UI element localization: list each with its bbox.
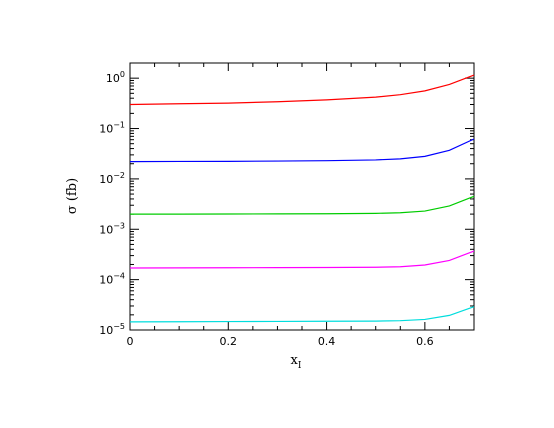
x-tick-label: 0.6 xyxy=(416,335,434,348)
y-axis-label: σ (fb) xyxy=(65,178,80,214)
y-tick-label: 10−3 xyxy=(99,221,125,236)
series-line-3 xyxy=(130,195,475,215)
y-axis-ticks: 100 10−1 10−2 10−3 10−4 10−5 xyxy=(99,70,474,337)
series-line-1 xyxy=(129,74,475,106)
x-tick-label: 0.2 xyxy=(220,335,238,348)
x-tick-label: 0 xyxy=(127,335,134,348)
y-tick-label: 10−4 xyxy=(99,272,125,287)
y-tick-label: 10−2 xyxy=(99,171,125,186)
series-group xyxy=(129,74,475,323)
x-tick-label: 0.4 xyxy=(318,335,336,348)
x-axis-ticks: 0 0.2 0.4 0.6 xyxy=(127,63,450,348)
y-tick-label: 10−5 xyxy=(99,322,125,337)
x-axis-label: xI xyxy=(291,353,302,371)
series-line-5 xyxy=(129,306,475,323)
series-line-2 xyxy=(129,138,475,163)
series-line-4 xyxy=(129,250,475,269)
y-tick-label: 10−1 xyxy=(99,121,125,136)
y-tick-label: 100 xyxy=(106,70,125,85)
plot-frame xyxy=(129,62,475,331)
x-axis-label-subscript: I xyxy=(298,361,302,371)
